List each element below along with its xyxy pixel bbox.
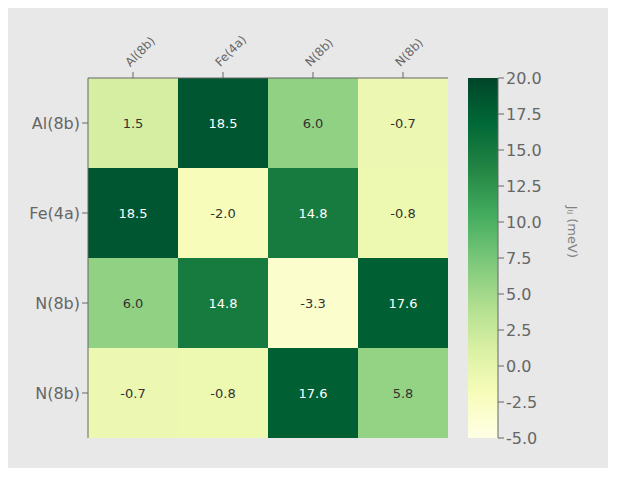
svg-text:-0.7: -0.7 [120,386,145,401]
svg-text:20.0: 20.0 [506,69,542,88]
svg-text:14.8: 14.8 [299,206,328,221]
svg-text:-0.8: -0.8 [210,386,235,401]
svg-text:Jᵢⱼ (meV): Jᵢⱼ (meV) [565,205,580,258]
svg-text:5.8: 5.8 [393,386,414,401]
svg-text:18.5: 18.5 [209,116,238,131]
svg-text:7.5: 7.5 [506,249,531,268]
svg-text:18.5: 18.5 [119,206,148,221]
svg-text:-3.3: -3.3 [300,296,325,311]
svg-text:Fe(4a): Fe(4a) [212,33,249,70]
svg-text:Al(8b): Al(8b) [122,34,157,69]
svg-text:14.8: 14.8 [209,296,238,311]
svg-text:-0.7: -0.7 [390,116,415,131]
svg-text:6.0: 6.0 [123,296,144,311]
svg-text:0.0: 0.0 [506,357,531,376]
svg-text:1.5: 1.5 [123,116,144,131]
svg-text:6.0: 6.0 [303,116,324,131]
svg-text:15.0: 15.0 [506,141,542,160]
svg-text:Fe(4a): Fe(4a) [29,204,80,223]
svg-text:-5.0: -5.0 [506,429,537,448]
svg-text:N(8b): N(8b) [302,36,336,70]
svg-text:Al(8b): Al(8b) [32,114,80,133]
svg-text:-2.0: -2.0 [210,206,235,221]
svg-text:2.5: 2.5 [506,321,531,340]
svg-text:12.5: 12.5 [506,177,542,196]
svg-text:17.5: 17.5 [506,105,542,124]
svg-text:-0.8: -0.8 [390,206,415,221]
svg-text:17.6: 17.6 [389,296,418,311]
svg-text:17.6: 17.6 [299,386,328,401]
svg-text:10.0: 10.0 [506,213,542,232]
svg-text:N(8b): N(8b) [35,294,80,313]
svg-text:N(8b): N(8b) [392,36,426,70]
svg-text:5.0: 5.0 [506,285,531,304]
svg-text:-2.5: -2.5 [506,393,537,412]
svg-text:N(8b): N(8b) [35,384,80,403]
